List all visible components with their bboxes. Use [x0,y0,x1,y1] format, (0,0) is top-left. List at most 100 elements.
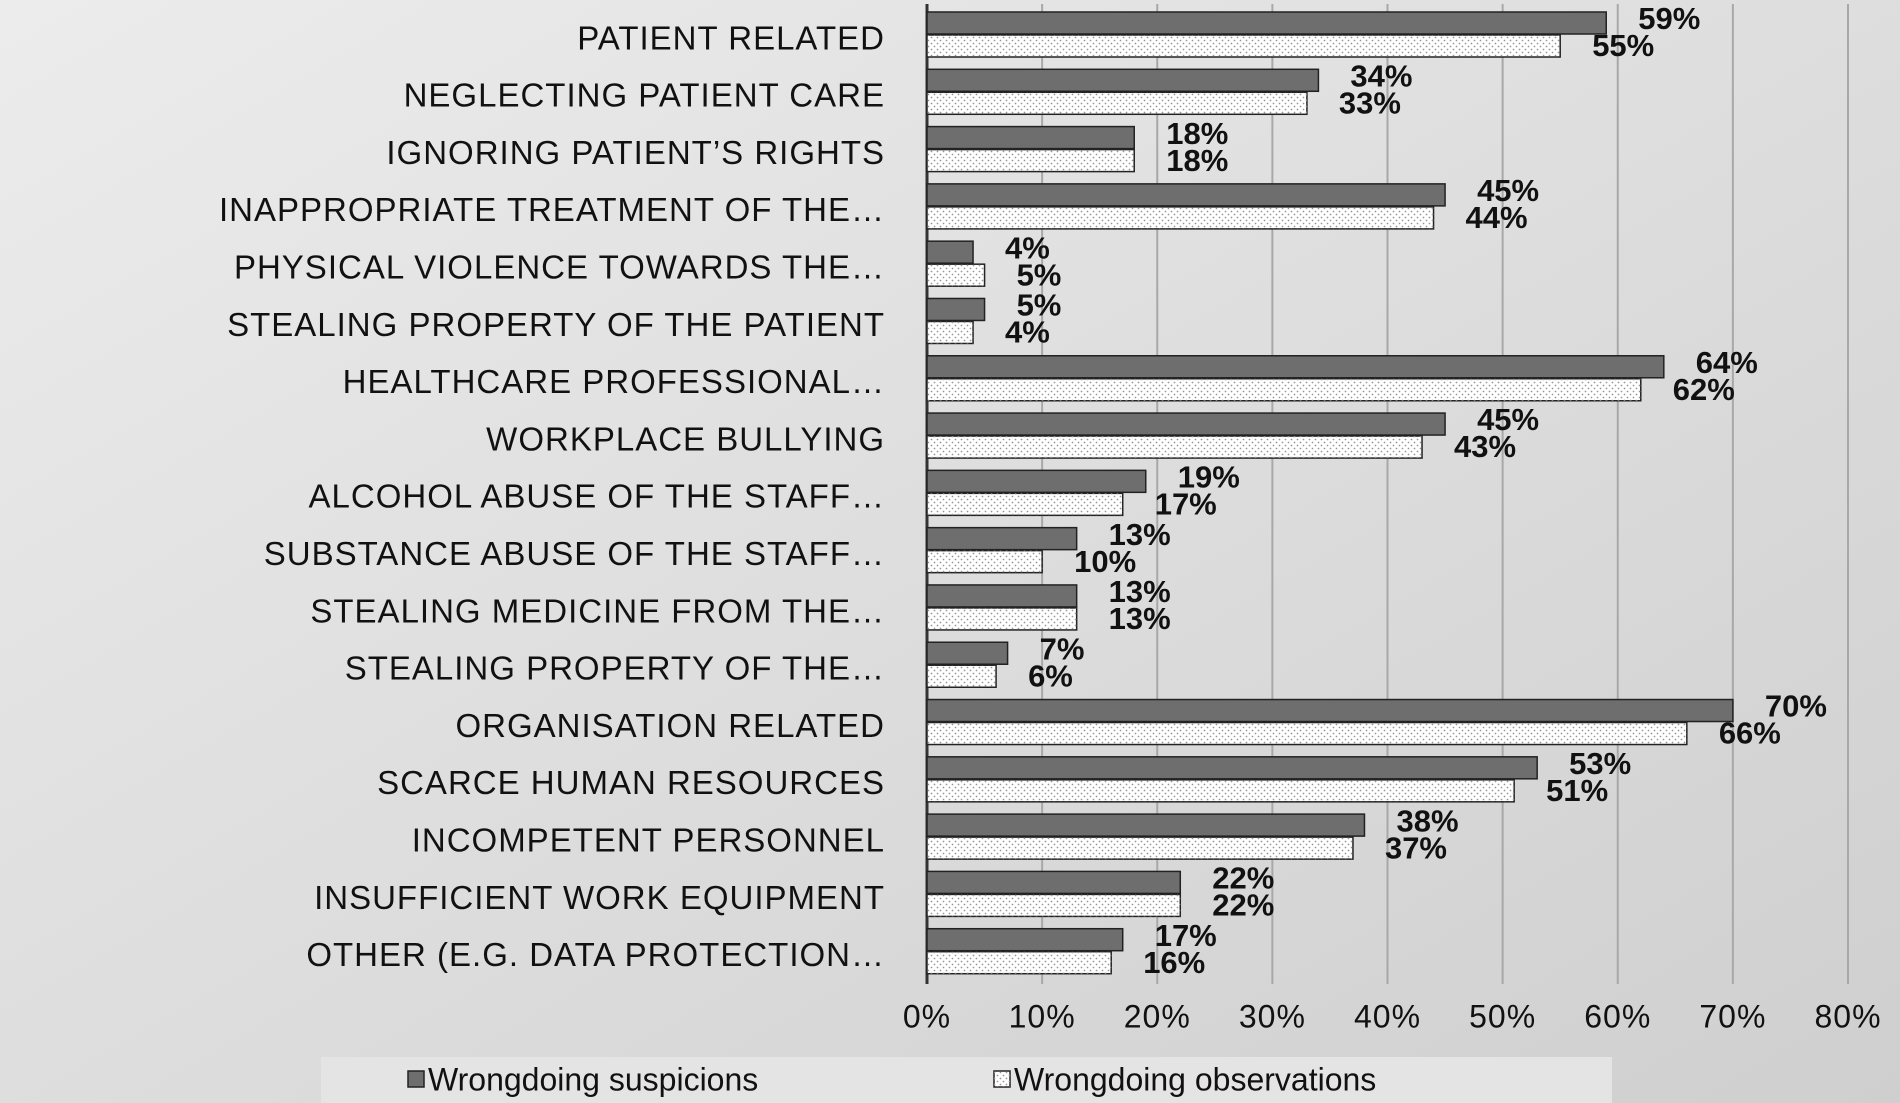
bar-texture [927,92,1307,115]
category-label: HEALTHCARE PROFESSIONAL… [343,363,885,400]
bar-texture [927,206,1434,229]
category-label: NEGLECTING PATIENT CARE [404,77,885,114]
value-label: 62% [1673,372,1735,407]
value-label: 38% [1396,803,1458,838]
value-label: 19% [1178,460,1240,495]
value-label: 6% [1028,658,1073,693]
value-label: 13% [1109,574,1171,609]
value-label: 45% [1477,402,1539,437]
bar-texture [927,35,1561,57]
value-label: 64% [1696,345,1758,380]
bar [926,698,1734,723]
x-tick-label: 10% [1009,998,1076,1034]
bar [926,584,1078,608]
bar [926,297,986,322]
bar-texture [927,321,974,344]
category-label: OTHER (E.G. DATA PROTECTION… [306,936,885,973]
value-label: 5% [1017,288,1062,323]
value-label: 37% [1385,830,1447,865]
bar-texture [927,550,1043,573]
bar [926,11,1607,35]
bar [926,526,1078,551]
x-tick-label: 60% [1584,998,1651,1034]
bar [926,240,974,264]
category-label: PHYSICAL VIOLENCE TOWARDS THE… [234,249,885,286]
bar-texture [927,665,997,688]
bar-texture [927,837,1353,860]
bar [926,813,1366,837]
value-label: 33% [1339,85,1401,120]
legend-swatch-texture [994,1071,1010,1087]
bar [926,183,1446,207]
value-label: 5% [1017,257,1062,292]
x-tick-label: 40% [1354,998,1421,1034]
x-tick-label: 80% [1814,998,1881,1034]
bar-texture [927,951,1112,974]
value-label: 34% [1350,58,1412,93]
value-label: 17% [1155,918,1217,953]
value-label: 66% [1719,716,1781,751]
value-label: 13% [1109,517,1171,552]
value-label: 55% [1592,28,1654,63]
value-label: 4% [1005,230,1050,265]
legend-swatch [407,1070,425,1088]
bar [926,641,1009,665]
value-label: 18% [1166,143,1228,178]
value-label: 7% [1040,631,1085,666]
bar-texture [927,779,1515,802]
value-label: 51% [1546,773,1608,808]
bar [926,756,1538,780]
bar [926,125,1135,150]
category-label: SCARCE HUMAN RESOURCES [377,764,885,801]
value-label: 70% [1765,689,1827,724]
bar [926,870,1182,895]
bar [926,68,1320,93]
category-label: STEALING MEDICINE FROM THE… [310,592,885,629]
bar [926,412,1446,436]
value-label: 13% [1109,601,1171,636]
value-label: 16% [1143,945,1205,980]
category-label: ALCOHOL ABUSE OF THE STAFF… [309,478,886,515]
category-label: PATIENT RELATED [577,19,885,56]
category-label: WORKPLACE BULLYING [486,420,885,457]
bar-texture [927,894,1181,917]
value-label: 10% [1074,544,1136,579]
bar-texture [927,149,1135,172]
category-label: INCOMPETENT PERSONNEL [412,821,885,858]
x-tick-label: 0% [903,998,951,1034]
bar [926,355,1665,379]
legend-box [321,1057,1612,1103]
value-label: 44% [1466,200,1528,235]
category-label: ORGANISATION RELATED [455,707,885,744]
value-label: 4% [1005,315,1050,350]
value-label: 59% [1638,1,1700,36]
legend-label: Wrongdoing suspicions [428,1061,758,1097]
value-label: 22% [1212,888,1274,923]
x-tick-label: 50% [1469,998,1536,1034]
bar-texture [927,493,1123,516]
value-label: 17% [1155,487,1217,522]
bar-texture [927,264,985,287]
category-label: STEALING PROPERTY OF THE PATIENT [227,306,885,343]
bar [926,469,1147,494]
category-label: IGNORING PATIENT’S RIGHTS [386,134,885,171]
bar-texture [927,722,1687,745]
value-label: 53% [1569,746,1631,781]
x-tick-label: 20% [1124,998,1191,1034]
bar-texture [927,378,1641,401]
x-tick-label: 70% [1699,998,1766,1034]
category-label: INSUFFICIENT WORK EQUIPMENT [314,879,885,916]
value-label: 43% [1454,429,1516,464]
category-label: STEALING PROPERTY OF THE… [345,650,885,687]
bar-texture [927,607,1077,630]
value-label: 18% [1166,116,1228,151]
bar [926,927,1124,952]
value-label: 22% [1212,861,1274,896]
bar-texture [927,436,1423,459]
legend-label: Wrongdoing observations [1014,1061,1376,1097]
x-tick-label: 30% [1239,998,1306,1034]
category-label: SUBSTANCE ABUSE OF THE STAFF… [264,535,885,572]
value-label: 45% [1477,173,1539,208]
category-label: INAPPROPRIATE TREATMENT OF THE… [219,191,885,228]
